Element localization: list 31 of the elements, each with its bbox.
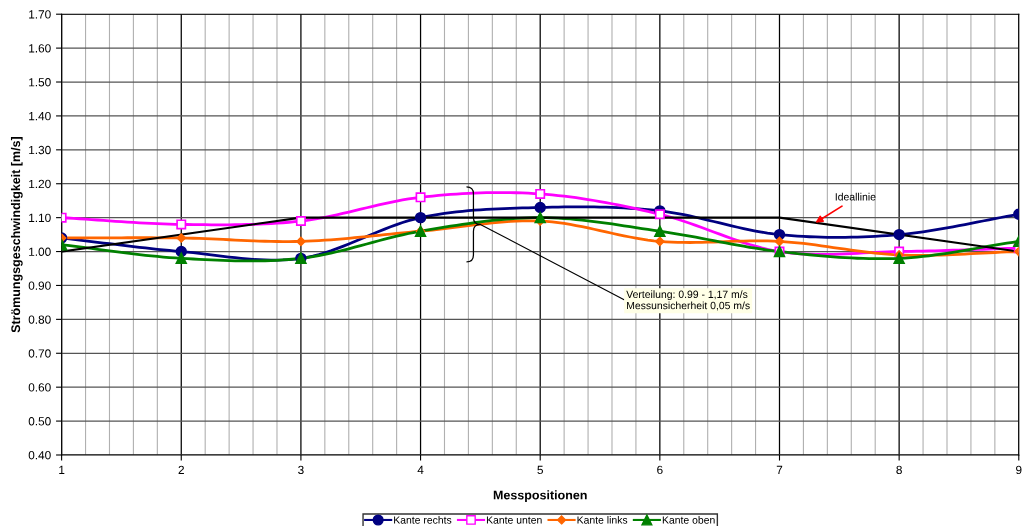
- y-tick-label: 0.40: [28, 451, 51, 460]
- x-tick-label: 2: [178, 465, 184, 474]
- x-tick-label: 3: [298, 465, 304, 475]
- y-tick-label: 1.30: [29, 145, 51, 155]
- legend-label: Kante rechts: [394, 516, 452, 524]
- y-axis-title: Strömungsgeschwindigkeit [m/s]: [10, 137, 23, 333]
- x-tick-label: 1: [59, 465, 65, 474]
- legend-label: Kante unten: [486, 516, 542, 524]
- legend-label: Kante links: [577, 516, 628, 524]
- x-tick-label: 8: [896, 465, 902, 475]
- y-tick-label: 1.10: [29, 213, 51, 223]
- y-tick-label: 0.90: [28, 281, 51, 290]
- y-tick-label: 1.50: [29, 78, 51, 87]
- annotation: Verteilung: 0.99 - 1,17 m/s Messunsicherheit 0,05 m/s: [626, 290, 750, 311]
- y-tick-label: 1.70: [29, 10, 51, 19]
- y-tick-label: 1.40: [29, 111, 51, 121]
- x-axis-title: Messpositionen: [493, 490, 587, 502]
- x-tick-label: 9: [1016, 465, 1022, 475]
- y-tick-label: 0.60: [28, 383, 51, 392]
- x-tick-label: 4: [417, 465, 424, 474]
- y-tick-label: 0.50: [28, 417, 51, 426]
- y-tick-label: 1.00: [29, 247, 51, 256]
- x-tick-label: 7: [776, 465, 783, 474]
- x-tick-label: 5: [537, 465, 543, 475]
- y-tick-label: 1.60: [29, 44, 51, 53]
- y-tick-label: 0.70: [28, 349, 51, 358]
- y-tick-label: 1.20: [29, 179, 51, 189]
- legend-label: Kante oben: [662, 516, 715, 524]
- y-tick-label: 0.80: [28, 315, 51, 324]
- annotation: Ideallinie: [835, 192, 876, 201]
- x-tick-label: 6: [657, 465, 663, 475]
